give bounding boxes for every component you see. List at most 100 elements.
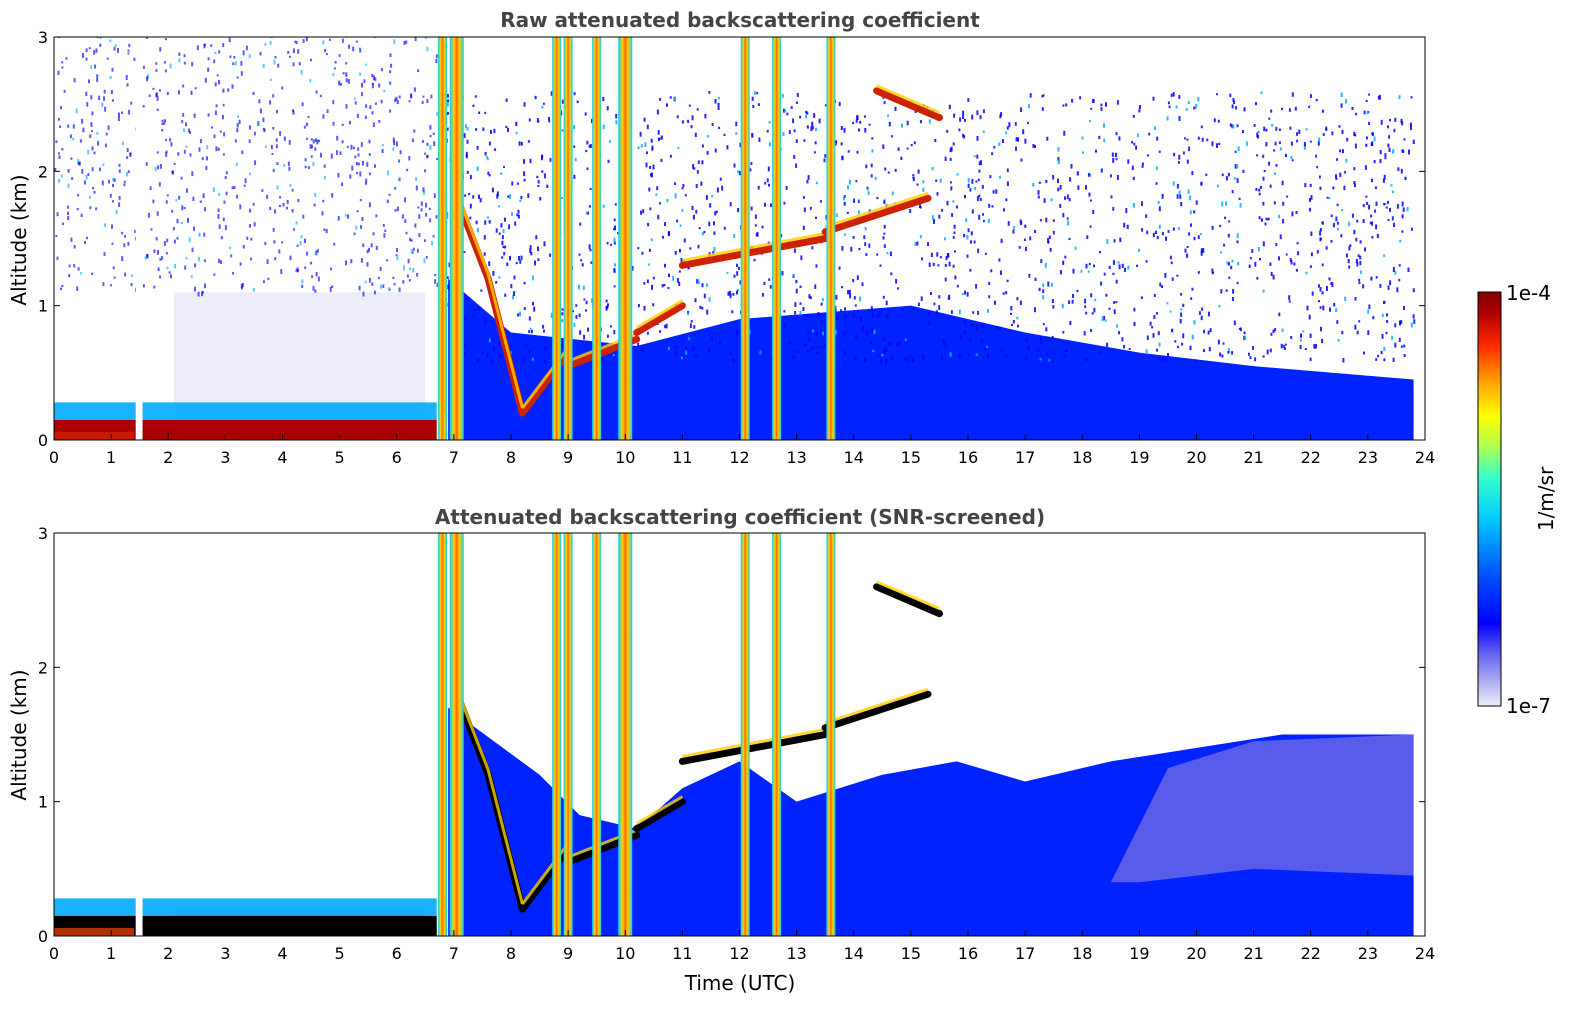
noise-pixel bbox=[695, 184, 698, 188]
noise-pixel bbox=[544, 359, 547, 364]
noise-pixel bbox=[953, 113, 956, 118]
noise-pixel bbox=[1155, 166, 1158, 170]
noise-pixel bbox=[1195, 103, 1198, 109]
noise-pixel bbox=[1002, 292, 1005, 295]
noise-pixel bbox=[804, 344, 807, 347]
noise-pixel bbox=[296, 267, 299, 271]
noise-pixel bbox=[543, 329, 545, 333]
colorbar-min-label: 1e-7 bbox=[1506, 694, 1551, 718]
noise-pixel bbox=[121, 231, 124, 235]
noise-pixel bbox=[880, 358, 883, 364]
noise-pixel bbox=[1368, 204, 1371, 210]
noise-pixel bbox=[1331, 282, 1334, 288]
noise-pixel bbox=[938, 305, 941, 310]
noise-pixel bbox=[1363, 110, 1366, 115]
x-tick-label: 2 bbox=[163, 944, 173, 963]
noise-pixel bbox=[1051, 335, 1054, 339]
noise-pixel bbox=[472, 195, 475, 199]
noise-pixel bbox=[483, 252, 486, 256]
noise-pixel bbox=[332, 121, 335, 126]
noise-pixel bbox=[681, 208, 684, 212]
noise-pixel bbox=[1032, 183, 1035, 187]
aerosol-layer bbox=[448, 278, 1414, 440]
noise-pixel bbox=[405, 40, 408, 44]
noise-pixel bbox=[904, 338, 907, 342]
noise-pixel bbox=[345, 72, 348, 77]
noise-pixel bbox=[446, 211, 449, 215]
noise-pixel bbox=[1407, 267, 1410, 272]
noise-pixel bbox=[528, 330, 531, 333]
noise-pixel bbox=[1207, 330, 1210, 335]
noise-pixel bbox=[1178, 190, 1181, 195]
noise-pixel bbox=[1052, 219, 1055, 222]
noise-pixel bbox=[561, 197, 564, 200]
noise-pixel bbox=[89, 206, 92, 210]
noise-pixel bbox=[942, 338, 945, 343]
noise-pixel bbox=[794, 302, 797, 308]
noise-pixel bbox=[606, 106, 609, 111]
noise-pixel bbox=[970, 231, 973, 236]
noise-pixel bbox=[969, 268, 972, 272]
noise-pixel bbox=[1159, 282, 1162, 287]
noise-pixel bbox=[866, 188, 869, 191]
noise-pixel bbox=[676, 219, 679, 223]
noise-pixel bbox=[1230, 265, 1233, 270]
noise-pixel bbox=[674, 350, 677, 356]
noise-pixel bbox=[1358, 278, 1361, 282]
noise-pixel bbox=[1191, 334, 1194, 340]
noise-pixel bbox=[206, 145, 209, 150]
noise-pixel bbox=[299, 241, 302, 246]
noise-pixel bbox=[1068, 198, 1071, 202]
noise-pixel bbox=[975, 325, 978, 330]
noise-pixel bbox=[648, 248, 651, 252]
noise-pixel bbox=[77, 267, 80, 271]
noise-pixel bbox=[1037, 190, 1040, 195]
noise-pixel bbox=[757, 185, 760, 190]
noise-pixel bbox=[768, 121, 771, 124]
noise-pixel bbox=[102, 282, 105, 287]
noise-pixel bbox=[1072, 293, 1074, 298]
noise-pixel bbox=[1258, 192, 1261, 196]
noise-pixel bbox=[96, 74, 99, 78]
noise-pixel bbox=[370, 243, 373, 248]
noise-pixel bbox=[1259, 258, 1261, 261]
noise-pixel bbox=[1103, 138, 1106, 143]
noise-pixel bbox=[1083, 331, 1086, 336]
noise-pixel bbox=[324, 48, 327, 53]
noise-pixel bbox=[1172, 92, 1175, 97]
noise-pixel bbox=[1412, 314, 1415, 319]
noise-pixel bbox=[276, 162, 279, 166]
noise-pixel bbox=[1313, 344, 1316, 349]
noise-pixel bbox=[759, 350, 762, 355]
noise-pixel bbox=[307, 115, 310, 118]
noise-pixel bbox=[213, 134, 216, 139]
noise-pixel bbox=[1269, 184, 1272, 188]
noise-pixel bbox=[478, 194, 480, 199]
noise-pixel bbox=[283, 164, 286, 168]
noise-pixel bbox=[1025, 339, 1028, 343]
noise-pixel bbox=[674, 193, 677, 199]
noise-pixel bbox=[1081, 136, 1084, 140]
noise-pixel bbox=[882, 236, 885, 240]
noise-pixel bbox=[793, 248, 796, 253]
noise-pixel bbox=[201, 291, 204, 297]
x-tick-label: 18 bbox=[1072, 944, 1092, 963]
noise-pixel bbox=[464, 344, 466, 348]
noise-pixel bbox=[1182, 333, 1185, 339]
noise-pixel bbox=[202, 193, 205, 199]
noise-pixel bbox=[1186, 246, 1189, 249]
noise-pixel bbox=[242, 50, 245, 56]
noise-pixel bbox=[1039, 336, 1042, 342]
noise-pixel bbox=[1108, 307, 1111, 310]
y-axis-label: Altitude (km) bbox=[7, 174, 31, 305]
noise-pixel bbox=[1238, 197, 1241, 201]
noise-pixel bbox=[824, 154, 827, 158]
noise-pixel bbox=[733, 163, 736, 168]
noise-pixel bbox=[529, 327, 532, 331]
noise-pixel bbox=[1121, 263, 1124, 268]
cloud-layer-edge bbox=[682, 232, 826, 262]
noise-pixel bbox=[1358, 320, 1361, 323]
noise-pixel bbox=[269, 206, 272, 210]
noise-pixel bbox=[691, 205, 694, 211]
noise-pixel bbox=[1377, 354, 1379, 358]
